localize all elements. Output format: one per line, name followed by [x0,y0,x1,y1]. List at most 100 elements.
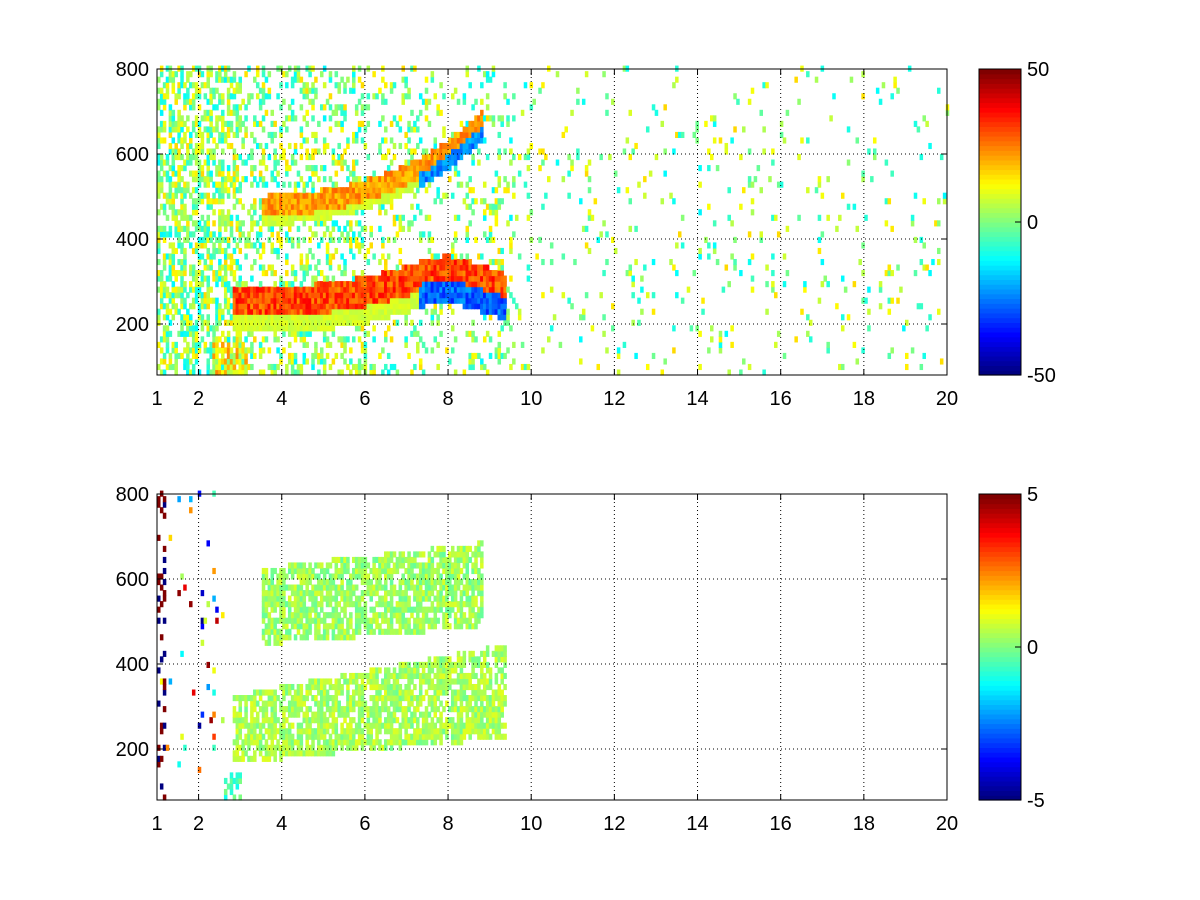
heatmap-cell [171,292,176,299]
heatmap-cell [491,236,496,243]
heatmap-cell [180,325,184,332]
heatmap-cell [331,739,336,746]
heatmap-cell [270,303,275,310]
heatmap-cell [357,220,362,227]
heatmap-cell [724,264,729,271]
colorbar-step [979,92,1021,99]
heatmap-cell [282,617,286,624]
heatmap-cell [433,253,438,260]
heatmap-cell [357,617,362,624]
heatmap-cell [343,595,347,602]
heatmap-cell [526,363,531,371]
heatmap-cell [157,159,161,166]
heatmap-cell [186,314,190,321]
heatmap-cell [366,275,371,282]
heatmap-cell [299,336,304,343]
heatmap-cell [159,584,164,591]
heatmap-cell [322,711,327,718]
heatmap-cell [803,281,807,288]
heatmap-cell [226,783,231,790]
heatmap-cell [340,165,344,172]
heatmap-cell [401,275,405,282]
heatmap-cell [372,711,376,718]
heatmap-cell [293,286,298,293]
heatmap-cell [244,722,248,729]
heatmap-cell [349,187,353,194]
heatmap-cell [223,258,228,266]
heatmap-cell [378,728,382,735]
heatmap-cell [392,584,397,591]
heatmap-cell [168,131,173,139]
heatmap-cell [305,330,309,337]
heatmap-cell [512,192,516,199]
heatmap-cell [357,363,362,371]
heatmap-cell [232,187,237,194]
heatmap-cell [567,170,571,177]
heatmap-cell [168,225,173,232]
heatmap-cell [459,148,464,155]
heatmap-cell [200,131,205,139]
heatmap-cell [177,93,181,100]
heatmap-cell [157,181,161,188]
heatmap-cell [334,683,339,691]
heatmap-cell [250,695,254,702]
heatmap-cell [218,264,222,271]
heatmap-cell [247,314,251,321]
heatmap-cell [183,303,187,310]
heatmap-cell [186,358,190,365]
heatmap-cell [305,358,309,365]
heatmap-cell [221,192,225,199]
heatmap-cell [264,198,269,205]
heatmap-cell [296,192,301,199]
heatmap-cell [450,281,455,288]
heatmap-cell [194,352,199,360]
heatmap-cell [707,148,711,155]
heatmap-cell [229,231,234,238]
heatmap-cell [235,695,240,702]
heatmap-cell [244,336,248,343]
heatmap-cell [538,236,542,243]
heatmap-cell [439,303,443,310]
heatmap-cell [349,601,353,608]
heatmap-cell [285,303,289,310]
heatmap-cell [285,258,289,266]
heatmap-cell [404,292,408,299]
heatmap-cell [395,281,400,288]
heatmap-cell [183,319,187,326]
heatmap-cell [410,203,414,210]
heatmap-cell [386,672,391,680]
heatmap-cell [814,187,819,194]
heatmap-cell [290,325,295,332]
heatmap-cell [209,71,213,78]
heatmap-cell [349,209,353,216]
heatmap-cell [331,728,336,735]
heatmap-cell [381,286,385,293]
heatmap-cell [602,314,606,321]
heatmap-cell [157,617,161,624]
heatmap-cell [290,308,295,315]
heatmap-cell [605,347,609,354]
heatmap-cell [244,253,248,260]
heatmap-cell [707,253,711,260]
heatmap-cell [797,214,801,221]
heatmap-cell [305,120,309,127]
heatmap-cell [462,275,467,282]
heatmap-cell [159,165,164,172]
heatmap-cell [398,142,403,150]
heatmap-cell [922,242,926,249]
heatmap-cell [352,573,356,580]
heatmap-cell [360,595,365,602]
heatmap-cell [319,711,324,718]
heatmap-cell [302,115,307,122]
heatmap-cell [218,347,222,354]
heatmap-cell [305,573,309,580]
heatmap-cell [258,286,263,293]
heatmap-cell [421,231,426,238]
heatmap-cell [302,303,307,310]
heatmap-cell [238,187,242,194]
heatmap-cell [244,242,248,249]
heatmap-cell [424,347,429,354]
heatmap-cell [835,303,839,310]
heatmap-cell [308,733,312,740]
heatmap-cell [410,181,414,188]
